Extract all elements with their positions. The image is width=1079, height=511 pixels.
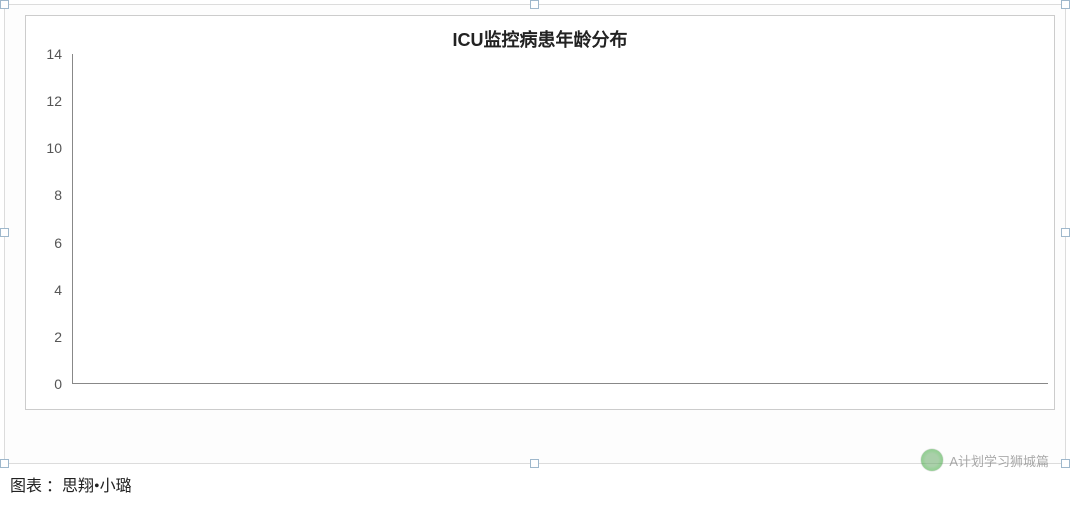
wechat-icon [921,449,943,471]
resize-handle-s[interactable] [530,459,539,468]
y-tick: 12 [26,93,62,109]
watermark: A计划学习狮城篇 [921,449,1049,471]
y-tick: 14 [26,46,62,62]
plot-area: ICU监控病患年龄分布 0 2 4 6 8 10 12 14 [25,15,1055,410]
resize-handle-ne[interactable] [1061,0,1070,9]
bars-container [72,54,1048,384]
chart-area [72,54,1048,384]
resize-handle-e[interactable] [1061,228,1070,237]
x-axis [72,388,1048,408]
resize-handle-n[interactable] [530,0,539,9]
y-axis: 02468101214 [26,54,66,384]
chart-title: ICU监控病患年龄分布 [26,26,1054,52]
credit-text: 图表 ：思翔•小璐 [10,472,132,496]
y-tick: 0 [26,376,62,392]
resize-handle-nw[interactable] [0,0,9,9]
resize-handle-w[interactable] [0,228,9,237]
y-tick: 6 [26,235,62,251]
resize-handle-sw[interactable] [0,459,9,468]
y-tick: 10 [26,140,62,156]
chart-frame: ICU监控病患年龄分布 0 2 4 6 8 10 12 14 [4,4,1066,464]
resize-handle-se[interactable] [1061,459,1070,468]
x-axis-line [72,383,1048,384]
y-tick: 4 [26,282,62,298]
watermark-text: A计划学习狮城篇 [949,451,1049,470]
x-tick-container [72,388,1048,408]
y-tick: 8 [26,187,62,203]
y-tick: 2 [26,329,62,345]
